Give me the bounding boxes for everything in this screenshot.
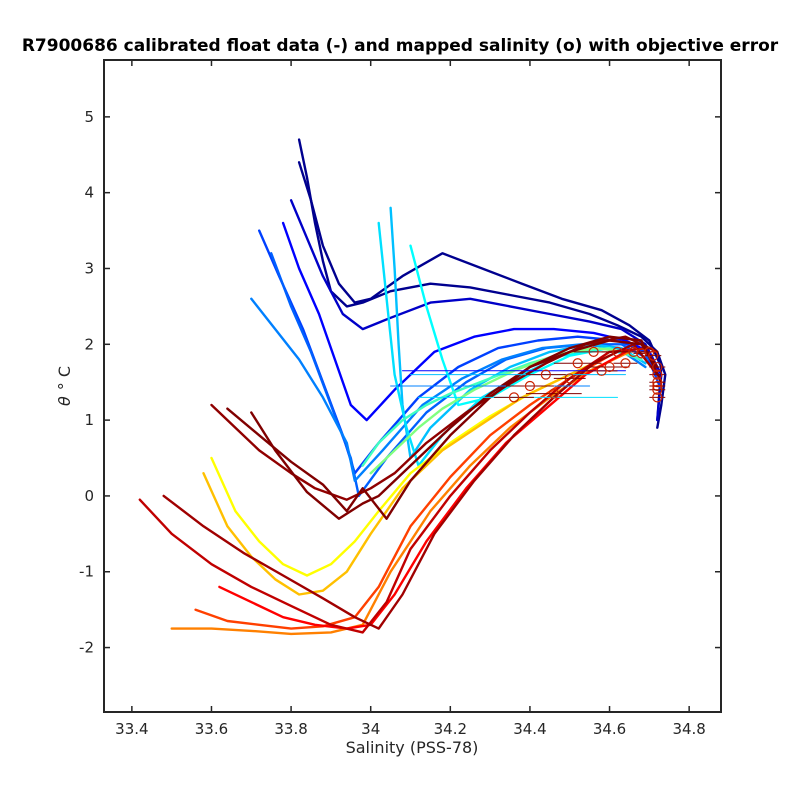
mapped-salinity-point: [596, 365, 607, 376]
profile-line: [218, 350, 627, 630]
mapped-salinity-point: [564, 373, 575, 384]
y-tick-label: 5: [84, 108, 94, 126]
mapped-layer: [494, 346, 666, 403]
y-axis: -2 -1 0 1 2 3 4 5: [79, 108, 721, 657]
y-tick-label: 3: [84, 259, 94, 277]
mapped-salinity-point: [652, 369, 663, 380]
chart-title: R7900686 calibrated float data (-) and m…: [22, 36, 779, 56]
x-tick-label: 34.4: [513, 720, 546, 738]
x-tick-label: 33.6: [195, 720, 228, 738]
x-tick-label: 34.6: [593, 720, 626, 738]
y-axis-label-symbol: θ: [55, 396, 74, 406]
x-tick-label: 33.4: [115, 720, 148, 738]
mapped-salinity-point: [636, 348, 647, 359]
y-tick-label: 4: [84, 184, 94, 202]
mapped-salinity-point: [540, 369, 551, 380]
x-tick-label: 34.2: [434, 720, 467, 738]
y-tick-label: -1: [79, 563, 94, 581]
profile-line: [194, 354, 611, 630]
mapped-salinity-point: [508, 392, 520, 403]
mapped-salinity-point: [524, 380, 536, 392]
mapped-salinity-point: [572, 358, 583, 369]
mapped-salinity-point: [652, 392, 663, 403]
mapped-salinity-point: [652, 384, 663, 395]
y-tick-label: -2: [79, 639, 94, 657]
x-tick-label: 34.8: [672, 720, 705, 738]
profile-line: [250, 339, 659, 520]
y-tick-label: 0: [84, 487, 94, 505]
profile-line: [250, 297, 647, 482]
series-layer: [138, 138, 667, 636]
profile-line: [369, 346, 631, 475]
x-axis-label: Salinity (PSS-78): [346, 738, 479, 757]
mapped-salinity-point: [588, 346, 599, 357]
y-axis-label: θ ° C: [55, 366, 74, 406]
profile-line: [297, 138, 667, 429]
y-tick-label: 1: [84, 411, 94, 429]
y-axis-label-unit: ° C: [55, 366, 74, 390]
profile-line: [210, 335, 659, 501]
mapped-salinity-point: [652, 377, 663, 388]
mapped-salinity-point: [548, 388, 559, 399]
mapped-salinity-point: [620, 358, 631, 369]
mapped-salinity-point: [604, 361, 615, 373]
x-tick-label: 33.8: [274, 720, 307, 738]
mapped-salinity-point: [652, 380, 663, 392]
x-axis: 33.4 33.6 33.8 34 34.2 34.4 34.6 34.8: [115, 60, 706, 738]
profile-line: [297, 161, 663, 422]
mapped-salinity-point: [648, 350, 659, 361]
profile-line: [162, 343, 659, 630]
mapped-salinity-point: [652, 361, 663, 373]
plot-frame: [103, 59, 722, 713]
y-tick-label: 2: [84, 335, 94, 353]
profile-line: [226, 335, 663, 520]
mapped-salinity-point: [628, 346, 639, 357]
x-tick-label: 34: [361, 720, 380, 738]
